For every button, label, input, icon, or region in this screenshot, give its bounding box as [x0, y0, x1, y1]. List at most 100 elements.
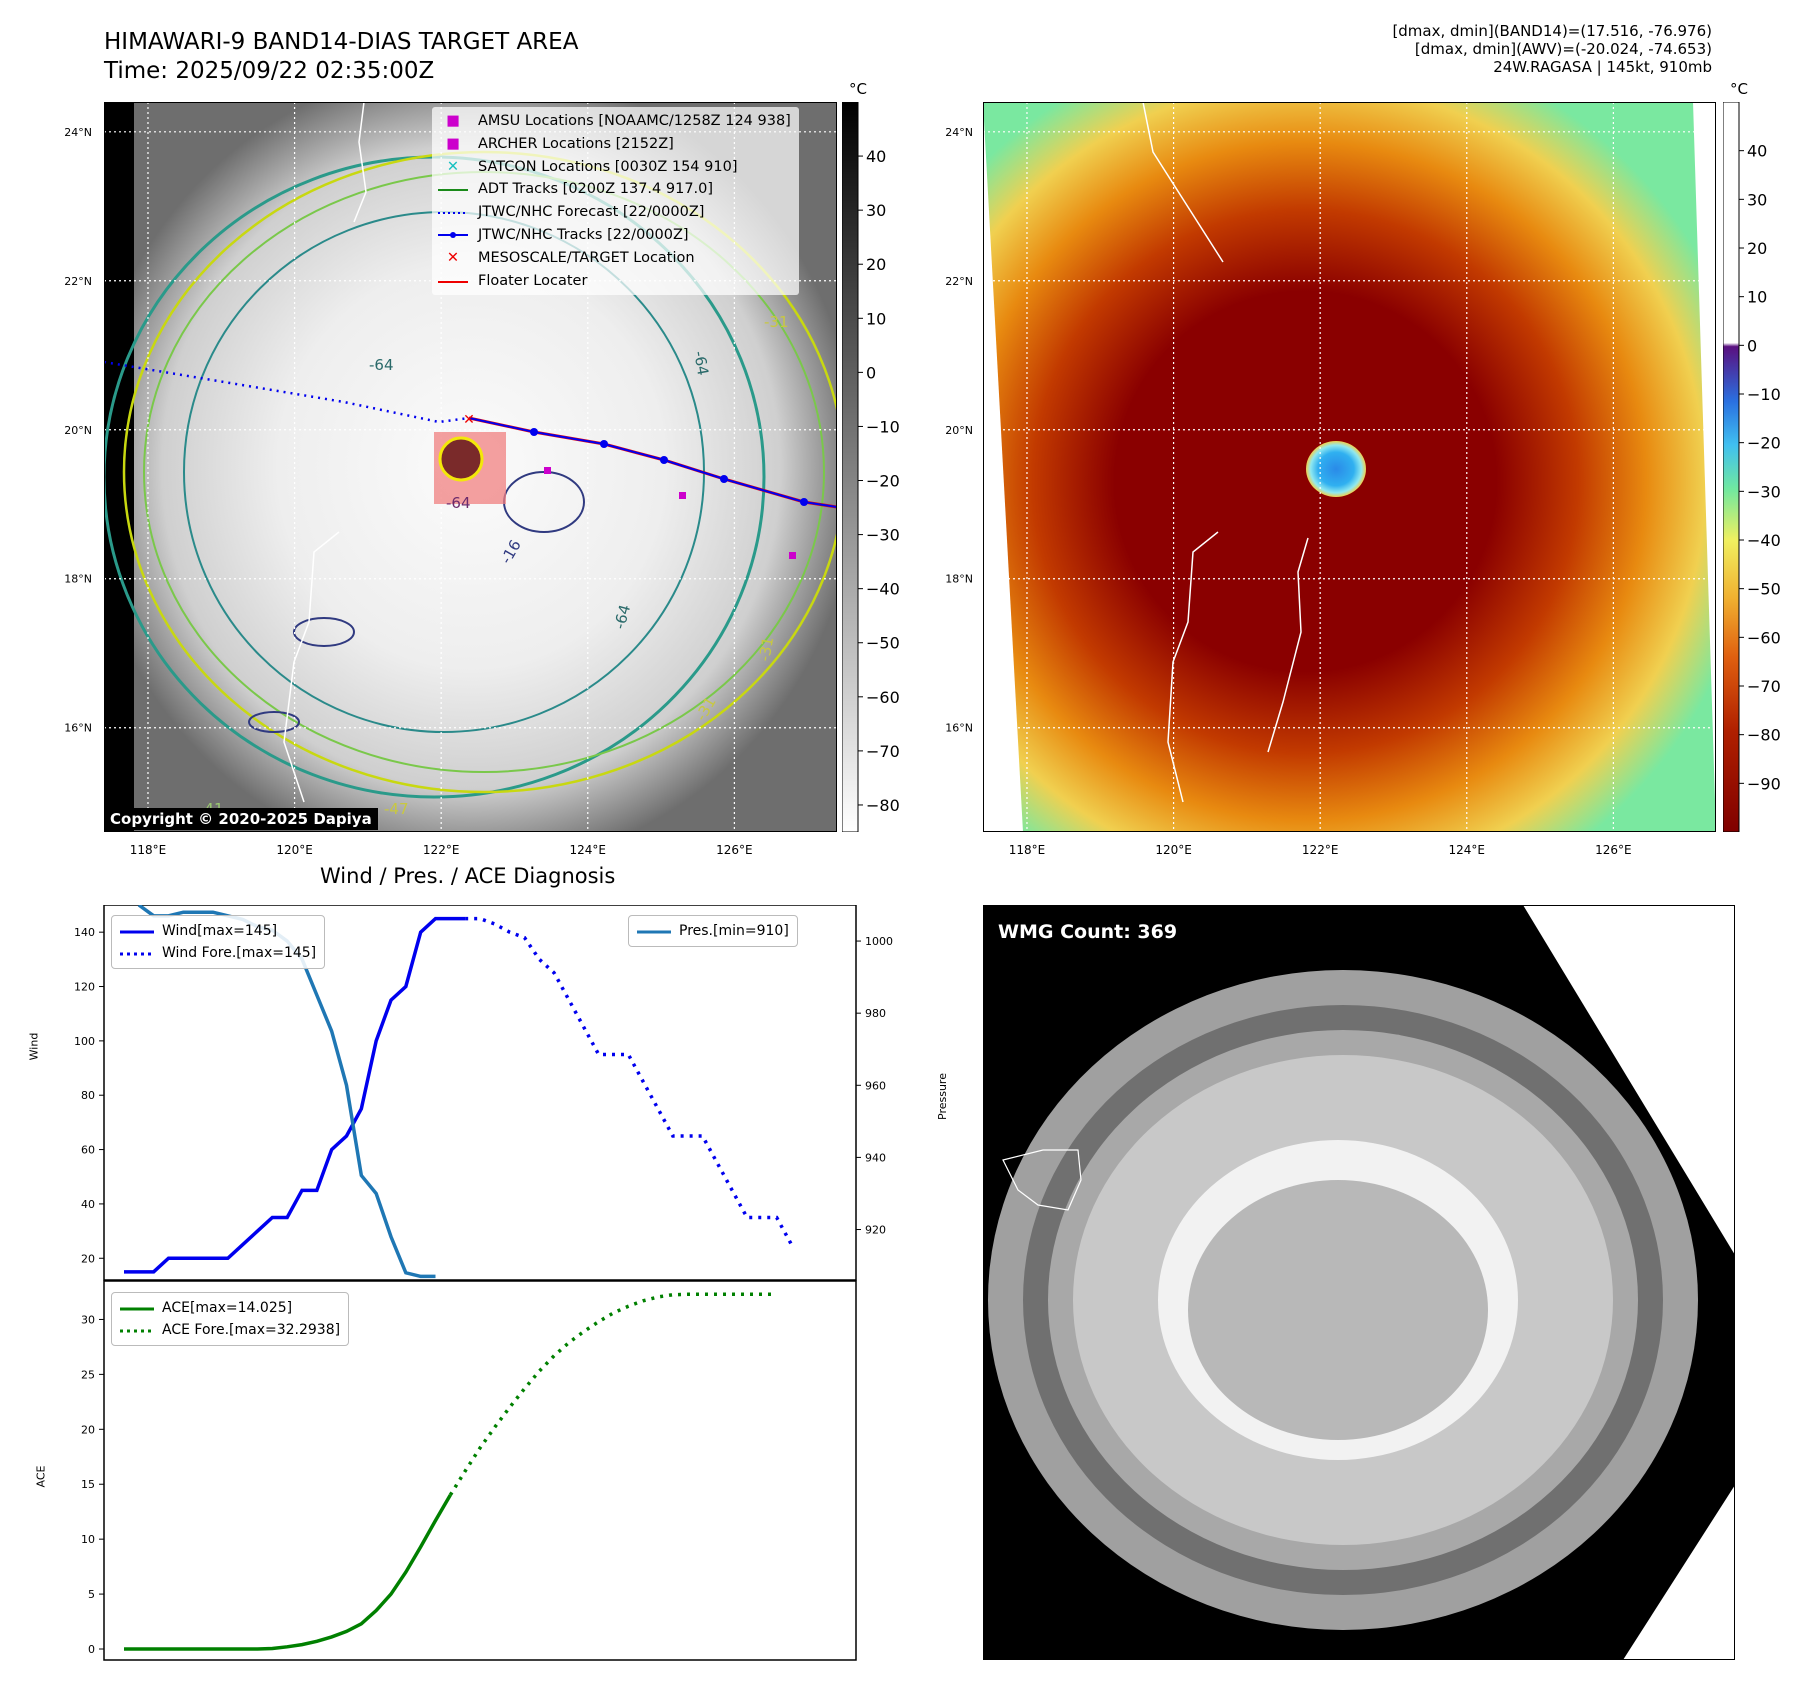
wmg-eye — [1188, 1180, 1488, 1440]
lon-tick-label: 124°E — [1449, 843, 1486, 857]
wind-tick-label: 100 — [74, 1035, 95, 1048]
ace-tick-label: 20 — [81, 1423, 95, 1436]
colorbar-tick-label: −20 — [1747, 434, 1781, 453]
colorbar-tick-label: 40 — [866, 147, 886, 166]
legend-item-target: ✕ MESOSCALE/TARGET Location — [438, 247, 791, 270]
wmg-panel: WMG Count: 369 — [982, 904, 1736, 1661]
legend-item-floater: Floater Locater — [438, 270, 791, 293]
pressure-legend: Pres.[min=910] — [628, 915, 798, 947]
colorbar-tick-label: 20 — [866, 255, 886, 274]
ace-tick-label: 30 — [81, 1313, 95, 1326]
colorbar-tick-label: 10 — [866, 309, 886, 328]
pressure-tick-label: 960 — [865, 1079, 886, 1092]
lat-tick-label: 24°N — [945, 126, 973, 139]
lon-tick-label: 120°E — [1155, 843, 1192, 857]
wind-tick-label: 120 — [74, 981, 95, 994]
archer-marker — [789, 552, 796, 559]
legend-pressure: Pres.[min=910] — [637, 920, 789, 942]
diagnosis-title: Wind / Pres. / ACE Diagnosis — [320, 864, 616, 888]
storm-info: [dmax, dmin](BAND14)=(17.516, -76.976) [… — [1392, 22, 1712, 76]
dotted-line-icon — [438, 201, 468, 224]
legend-item-adt: ADT Tracks [0200Z 137.4 917.0] — [438, 178, 791, 201]
contour-label: -64 — [446, 494, 471, 512]
info-storm: 24W.RAGASA | 145kt, 910mb — [1493, 58, 1712, 76]
target-marker: ✕ — [463, 412, 475, 428]
wind-tick-label: 60 — [81, 1144, 95, 1157]
colorbar-tick-label: 0 — [1747, 336, 1757, 355]
colorbar-tick-label: −10 — [1747, 385, 1781, 404]
solid-line-icon — [120, 1297, 154, 1319]
enhanced-map — [982, 101, 1717, 833]
jtwc-track-point — [600, 440, 608, 448]
colorbar-tick-label: −40 — [866, 580, 900, 599]
figure-title-line1: HIMAWARI-9 BAND14-DIAS TARGET AREA — [104, 29, 579, 55]
lon-tick-label: 126°E — [1595, 843, 1632, 857]
color-lat-axis: 24°N 22°N 20°N 18°N 16°N — [945, 126, 973, 735]
info-awv: [dmax, dmin](AWV)=(-20.024, -74.653) — [1414, 40, 1712, 58]
legend-wind: Wind[max=145] — [120, 920, 316, 942]
legend-item-jtwc-forecast: JTWC/NHC Forecast [22/0000Z] — [438, 201, 791, 224]
legend-ace: ACE[max=14.025] — [120, 1297, 340, 1319]
contour-label: -47 — [384, 800, 409, 818]
pressure-tick-label: 980 — [865, 1007, 886, 1020]
legend-label: Wind Fore.[max=145] — [162, 945, 317, 961]
contour-label: -31 — [755, 635, 777, 662]
wind-tick-label: 20 — [81, 1252, 95, 1265]
legend-item-label: SATCON Locations [0030Z 154 910] — [478, 158, 738, 175]
pressure-tick-label: 940 — [865, 1151, 886, 1164]
storm-eye — [438, 436, 484, 482]
ir-lon-axis: 118°E 120°E 122°E 124°E 126°E — [130, 843, 753, 857]
lon-tick-label: 126°E — [716, 843, 753, 857]
lat-tick-label: 18°N — [64, 573, 92, 586]
legend-ace-forecast: ACE Fore.[max=32.2938] — [120, 1319, 340, 1341]
colorbar-tick-label: −70 — [866, 742, 900, 761]
wmg-image — [982, 904, 1736, 1661]
ace-tick-label: 10 — [81, 1533, 95, 1546]
colorbar-tick-label: −40 — [1747, 531, 1781, 550]
wmg-count-badge: WMG Count: 369 — [990, 917, 1186, 947]
enhanced-map-panel — [982, 101, 1717, 833]
colorbar-color-unit: °C — [1730, 80, 1748, 98]
coastline-luzon — [283, 531, 340, 803]
ir-lat-axis: 24°N 22°N 20°N 18°N 16°N — [64, 126, 92, 735]
map-legend: ■ AMSU Locations [NOAAMC/1258Z 124 938] ■… — [432, 107, 799, 296]
lon-tick-label: 118°E — [1009, 843, 1046, 857]
legend-item-label: JTWC/NHC Tracks [22/0000Z] — [478, 226, 689, 243]
coastline-luzon — [1167, 531, 1219, 803]
dotted-line-icon — [120, 942, 154, 964]
contour-label: -31 — [764, 313, 789, 331]
square-marker-icon: ■ — [446, 135, 460, 152]
contour-label: -64 — [690, 350, 712, 377]
legend-item-label: ARCHER Locations [2152Z] — [478, 135, 674, 152]
amsu-marker — [544, 467, 551, 474]
colorbar-tick-label: 40 — [1747, 142, 1767, 161]
jtwc-track-point — [720, 475, 728, 483]
contour-label: -64 — [610, 603, 634, 631]
coastline — [1002, 1149, 1082, 1211]
colorbar-tick-label: 0 — [866, 363, 876, 382]
colorbar-tick-label: −80 — [1747, 726, 1781, 745]
solid-line-icon — [637, 920, 671, 942]
colorbar-tick-label: −60 — [866, 688, 900, 707]
ir-map-panel: ✕ -64 -64 -64 -31 -31 -31 -41 -47 -16 -6… — [102, 101, 846, 833]
lon-tick-label: 118°E — [130, 843, 167, 857]
storm-eye — [1306, 441, 1366, 497]
square-marker-icon: ■ — [446, 113, 460, 129]
lon-tick-label: 120°E — [276, 843, 313, 857]
color-lon-axis: 118°E 120°E 122°E 124°E 126°E — [1009, 843, 1632, 857]
legend-label: ACE[max=14.025] — [162, 1300, 293, 1316]
coastline-taiwan — [353, 101, 367, 223]
colorbar-tick-label: −60 — [1747, 628, 1781, 647]
legend-label: Pres.[min=910] — [679, 923, 789, 939]
contour-label: -64 — [369, 356, 394, 374]
lat-tick-label: 24°N — [64, 126, 92, 139]
ace-tick-label: 5 — [88, 1588, 95, 1601]
lon-tick-label: 122°E — [423, 843, 460, 857]
colorbar-tick-label: −20 — [866, 472, 900, 491]
wind-line — [124, 916, 466, 1274]
colorbar-gray-unit: °C — [849, 80, 867, 98]
wind-axis-label: Wind — [27, 1032, 41, 1061]
solid-line-icon — [438, 270, 468, 293]
x-marker-icon: ✕ — [446, 158, 460, 175]
pressure-tick-label: 1000 — [865, 935, 893, 948]
